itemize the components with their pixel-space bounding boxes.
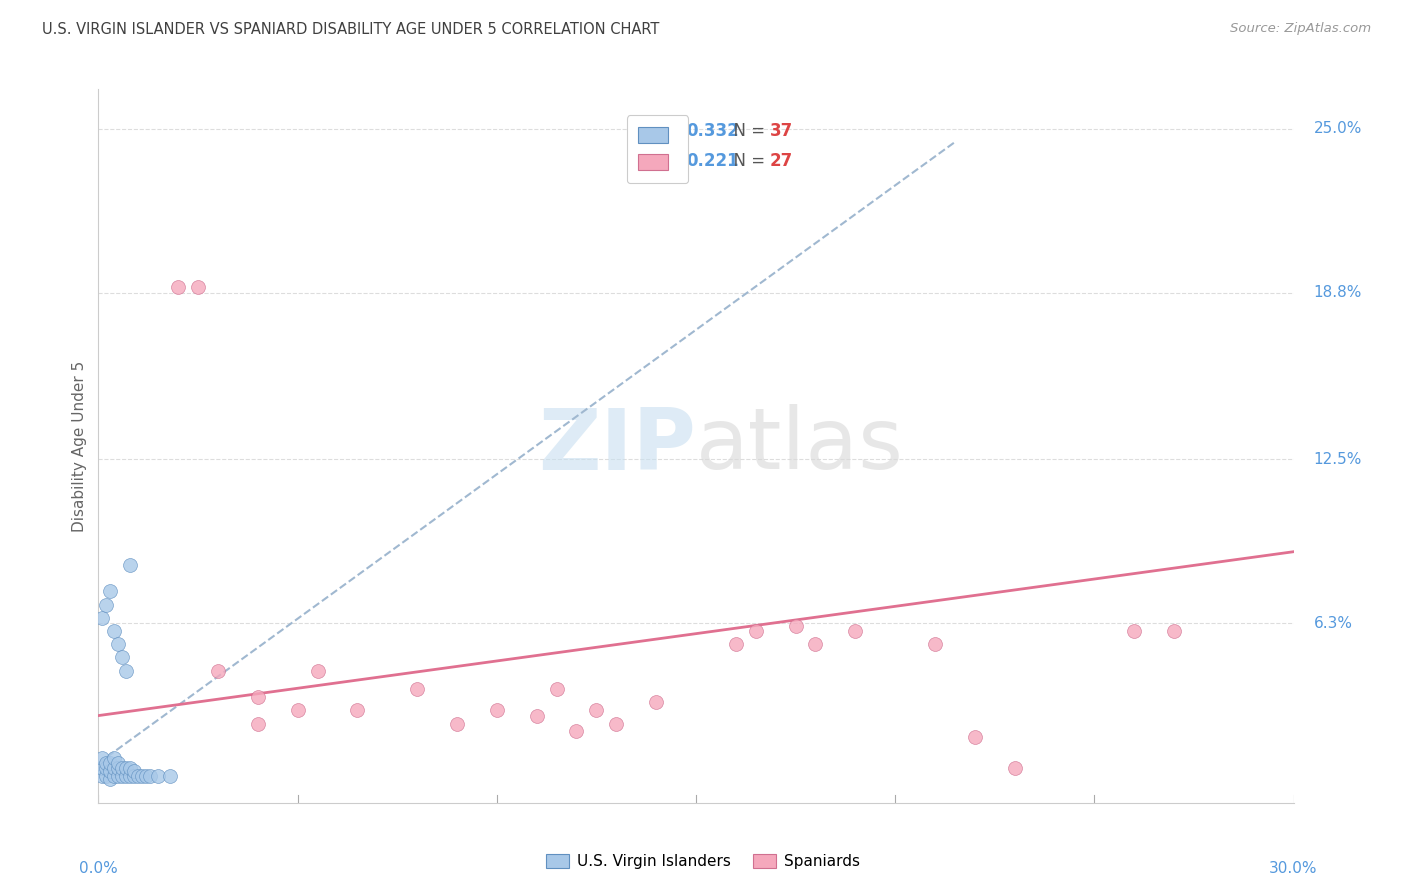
Point bbox=[98, 756, 122, 771]
Point bbox=[485, 703, 508, 717]
Point bbox=[91, 751, 114, 765]
Point bbox=[139, 769, 162, 783]
Point bbox=[565, 724, 588, 739]
Text: R =: R = bbox=[651, 121, 686, 139]
Point bbox=[111, 650, 134, 665]
Text: 0.0%: 0.0% bbox=[79, 861, 118, 876]
Text: R =: R = bbox=[651, 152, 686, 169]
Legend: U.S. Virgin Islanders, Spaniards: U.S. Virgin Islanders, Spaniards bbox=[540, 847, 866, 875]
Point bbox=[785, 618, 807, 632]
Point bbox=[546, 682, 568, 697]
Text: 12.5%: 12.5% bbox=[1313, 451, 1362, 467]
Point bbox=[96, 756, 118, 771]
Point bbox=[207, 664, 229, 678]
Point bbox=[131, 769, 153, 783]
Point bbox=[91, 611, 114, 625]
Point bbox=[963, 730, 986, 744]
Point bbox=[98, 772, 122, 786]
Text: 18.8%: 18.8% bbox=[1313, 285, 1362, 301]
Point bbox=[1123, 624, 1146, 638]
Legend: , : , bbox=[627, 115, 689, 183]
Point bbox=[115, 761, 138, 775]
Point bbox=[187, 280, 209, 294]
Point bbox=[645, 695, 668, 709]
Point bbox=[103, 769, 125, 783]
Point bbox=[167, 280, 190, 294]
Point bbox=[96, 761, 118, 775]
Point bbox=[103, 751, 125, 765]
Point bbox=[246, 716, 269, 731]
Text: Source: ZipAtlas.com: Source: ZipAtlas.com bbox=[1230, 22, 1371, 36]
Point bbox=[107, 637, 129, 651]
Point bbox=[103, 761, 125, 775]
Point bbox=[605, 716, 627, 731]
Point bbox=[585, 703, 607, 717]
Point bbox=[115, 664, 138, 678]
Point bbox=[844, 624, 866, 638]
Point bbox=[107, 769, 129, 783]
Point bbox=[745, 624, 768, 638]
Point bbox=[246, 690, 269, 704]
Point bbox=[91, 769, 114, 783]
Point bbox=[159, 769, 181, 783]
Point bbox=[346, 703, 368, 717]
Point bbox=[98, 764, 122, 778]
Point bbox=[287, 703, 309, 717]
Point bbox=[107, 756, 129, 771]
Text: 25.0%: 25.0% bbox=[1313, 121, 1362, 136]
Point bbox=[124, 769, 146, 783]
Point bbox=[107, 761, 129, 775]
Text: 6.3%: 6.3% bbox=[1313, 615, 1353, 631]
Point bbox=[120, 558, 142, 572]
Point bbox=[307, 664, 329, 678]
Point bbox=[96, 598, 118, 612]
Point bbox=[111, 761, 134, 775]
Point bbox=[135, 769, 157, 783]
Text: N =: N = bbox=[723, 121, 770, 139]
Point bbox=[124, 764, 146, 778]
Point bbox=[103, 624, 125, 638]
Text: atlas: atlas bbox=[696, 404, 904, 488]
Point bbox=[526, 708, 548, 723]
Point bbox=[406, 682, 429, 697]
Text: U.S. VIRGIN ISLANDER VS SPANIARD DISABILITY AGE UNDER 5 CORRELATION CHART: U.S. VIRGIN ISLANDER VS SPANIARD DISABIL… bbox=[42, 22, 659, 37]
Point bbox=[724, 637, 747, 651]
Point bbox=[96, 769, 118, 783]
Y-axis label: Disability Age Under 5: Disability Age Under 5 bbox=[72, 360, 87, 532]
Text: 0.221: 0.221 bbox=[686, 152, 740, 169]
Point bbox=[120, 769, 142, 783]
Text: 27: 27 bbox=[770, 152, 793, 169]
Point bbox=[446, 716, 468, 731]
Point bbox=[115, 769, 138, 783]
Point bbox=[148, 769, 170, 783]
Point bbox=[120, 761, 142, 775]
Point bbox=[1004, 761, 1026, 775]
Point bbox=[91, 761, 114, 775]
Point bbox=[1163, 624, 1185, 638]
Point bbox=[127, 769, 149, 783]
Text: 37: 37 bbox=[770, 121, 793, 139]
Point bbox=[804, 637, 827, 651]
Point bbox=[924, 637, 946, 651]
Text: N =: N = bbox=[723, 152, 770, 169]
Point bbox=[111, 769, 134, 783]
Point bbox=[98, 584, 122, 599]
Text: ZIP: ZIP bbox=[538, 404, 696, 488]
Text: 30.0%: 30.0% bbox=[1270, 861, 1317, 876]
Text: 0.332: 0.332 bbox=[686, 121, 740, 139]
